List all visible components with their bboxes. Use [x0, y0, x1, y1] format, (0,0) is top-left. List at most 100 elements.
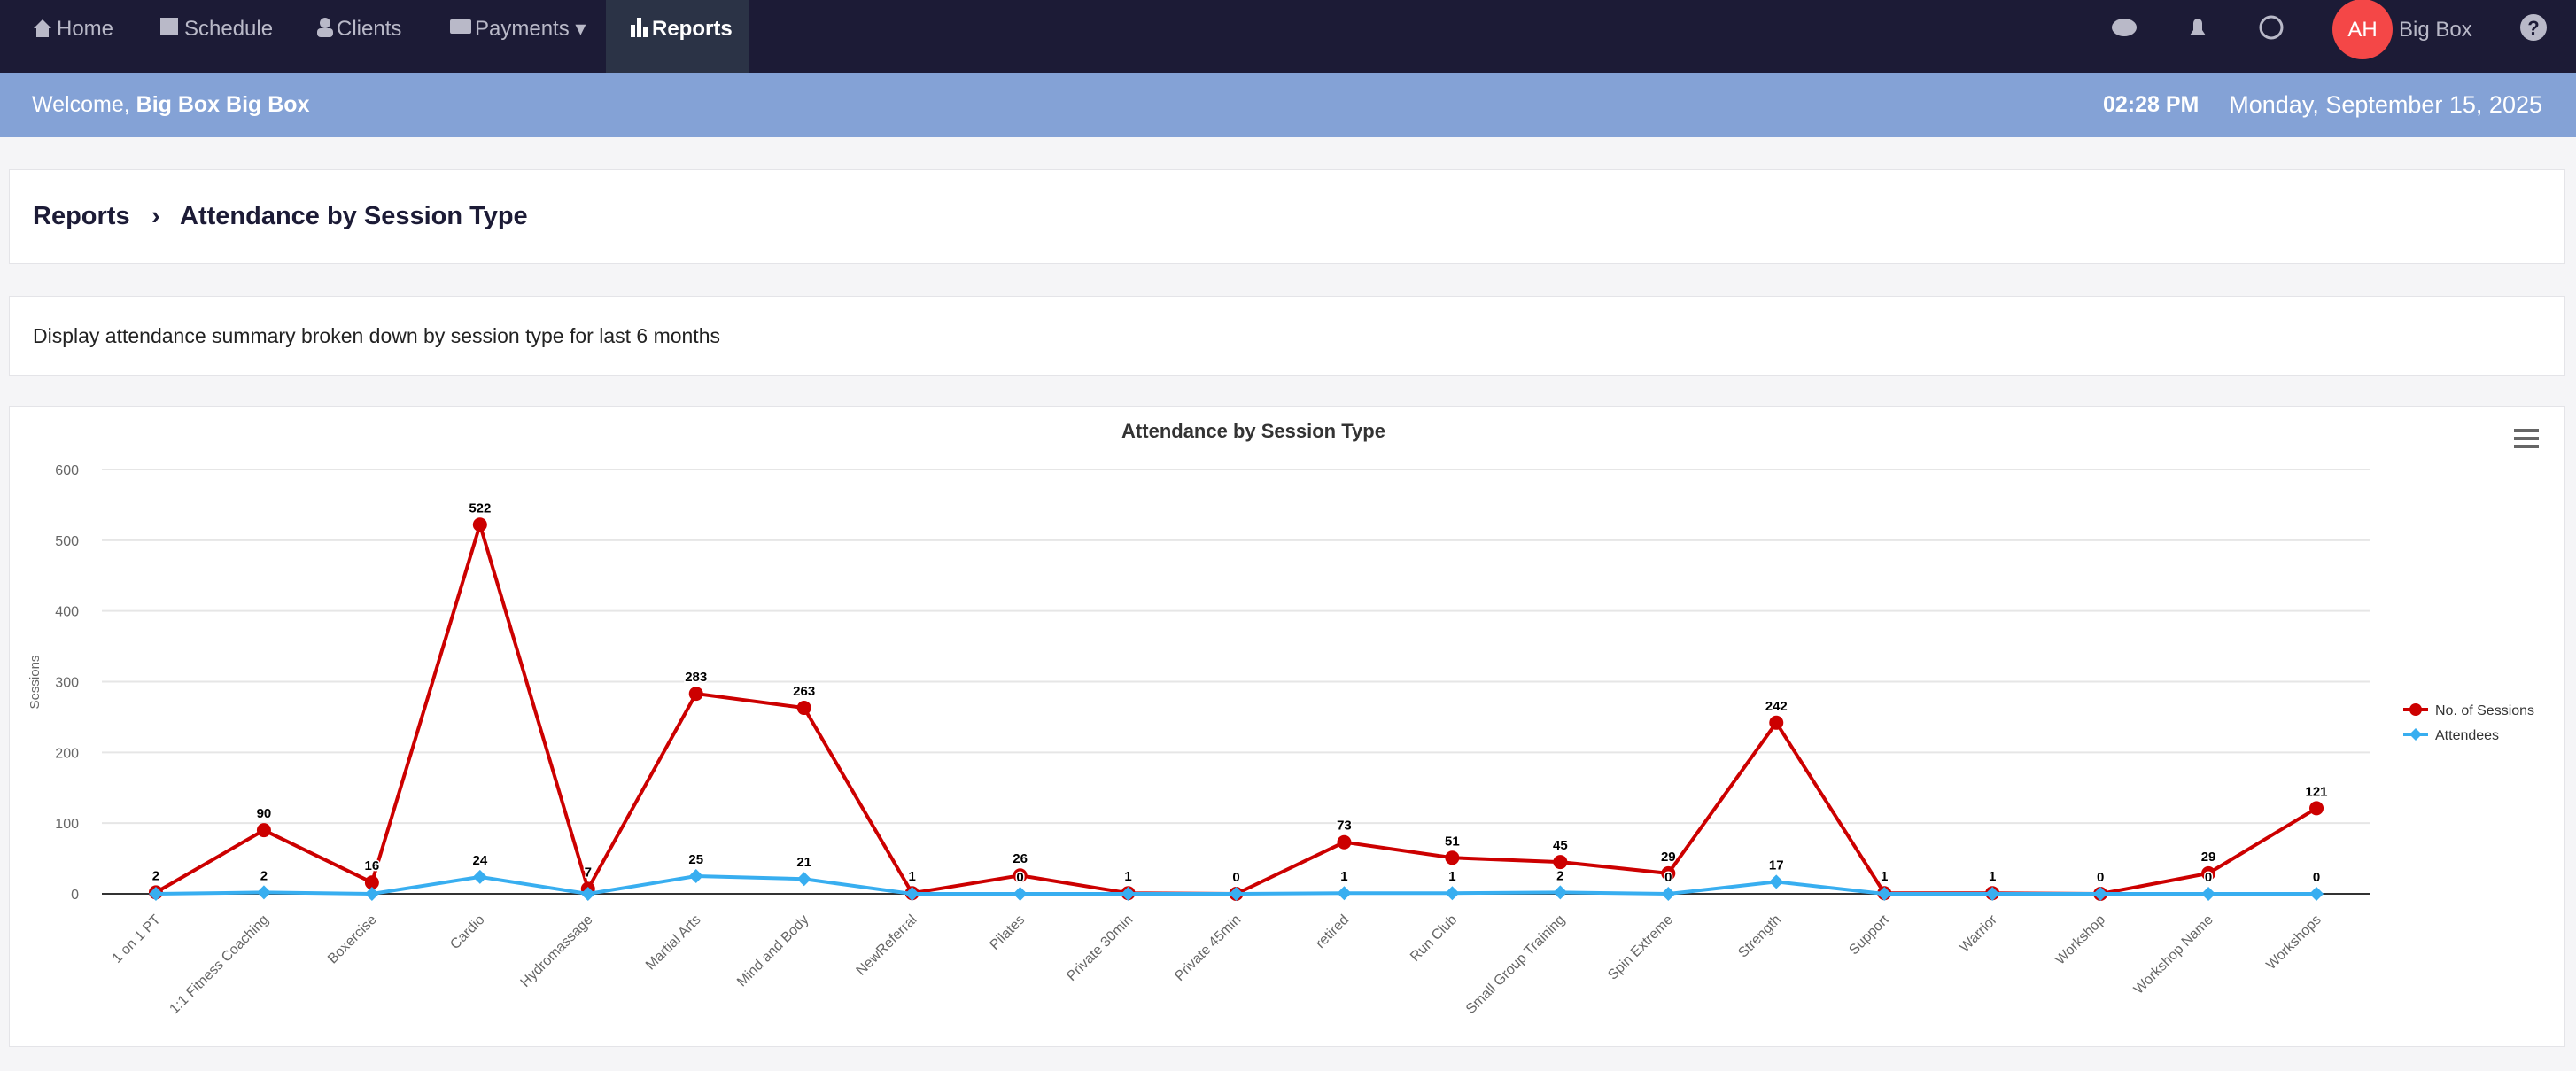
- bell-icon[interactable]: [2190, 19, 2206, 35]
- data-label: 29: [1661, 850, 1676, 865]
- nav-clients[interactable]: Clients: [315, 0, 401, 73]
- menu-icon[interactable]: [2514, 429, 2539, 448]
- x-tick-label: Private 30min: [1064, 912, 1136, 984]
- nav-label: Reports: [652, 17, 733, 41]
- nav-icons: AH Big Box ?: [34, 0, 2547, 59]
- chart-title: Attendance by Session Type: [1121, 420, 1385, 442]
- clock-time: 02:28 PM: [2103, 92, 2200, 117]
- point-marker: [1013, 887, 1028, 901]
- point-marker: [1229, 887, 1244, 901]
- nav-label: Payments: [475, 17, 570, 41]
- data-label: 2: [1556, 868, 1563, 883]
- menu-bar: [2514, 429, 2539, 432]
- help-icon[interactable]: [2520, 14, 2547, 41]
- point-marker: [1337, 834, 1352, 850]
- y-axis-title: Sessions: [27, 656, 43, 710]
- welcome-prefix: Welcome,: [32, 92, 130, 117]
- x-tick-label: Workshop Name: [2131, 912, 2216, 997]
- menu-bar: [2514, 445, 2539, 448]
- y-tick-label: 500: [55, 534, 79, 549]
- y-tick-label: 200: [55, 746, 79, 761]
- nav-label: Home: [57, 17, 114, 41]
- point-marker: [2309, 801, 2324, 816]
- data-label: 7: [585, 865, 592, 880]
- schedule-icon: [160, 18, 178, 35]
- data-label: 0: [1664, 870, 1672, 885]
- reports-icon: [637, 18, 641, 37]
- point-marker: [1769, 715, 1784, 730]
- description-card: Display attendance summary broken down b…: [9, 296, 2565, 376]
- point-marker: [1769, 874, 1784, 889]
- data-label: 1: [908, 869, 915, 884]
- x-tick-label: Workshop: [2052, 912, 2108, 968]
- data-label: 1: [1881, 869, 1888, 884]
- nav-home[interactable]: Home: [32, 0, 113, 73]
- chart-card: [9, 406, 2565, 1047]
- data-label: 16: [365, 858, 380, 873]
- data-label: 1: [1124, 869, 1131, 884]
- data-label: 0: [1016, 870, 1023, 885]
- nav-payments[interactable]: Payments ▾: [450, 0, 586, 73]
- x-tick-label: Support: [1846, 912, 1892, 958]
- clients-icon-body: [317, 28, 333, 37]
- point-marker: [796, 701, 811, 716]
- nav-schedule[interactable]: Schedule: [159, 0, 273, 73]
- data-label: 29: [2201, 850, 2216, 865]
- point-marker: [1013, 868, 1028, 883]
- data-label: 73: [1337, 819, 1352, 834]
- point-marker: [688, 687, 703, 702]
- x-tick-label: Cardio: [447, 912, 487, 952]
- point-marker: [2201, 865, 2216, 881]
- point-marker: [688, 869, 703, 884]
- x-tick-label: Pilates: [987, 912, 1028, 953]
- point-marker: [1445, 850, 1460, 865]
- data-label: 0: [1232, 870, 1239, 885]
- welcome-text: Welcome, Big Box Big Box: [32, 73, 309, 137]
- breadcrumb-sep: ›: [151, 202, 160, 230]
- chat-icon[interactable]: [2112, 19, 2137, 36]
- point-marker: [1985, 887, 2000, 901]
- data-label: 121: [2306, 784, 2328, 799]
- point-marker: [1661, 887, 1676, 901]
- user-name[interactable]: Big Box: [2399, 18, 2472, 42]
- menu-bar: [2514, 437, 2539, 440]
- data-label: 17: [1769, 858, 1784, 873]
- x-tick-label: NewReferral: [854, 912, 920, 979]
- clients-icon: [320, 18, 330, 28]
- point-marker: [1877, 887, 1892, 901]
- point-marker: [1553, 885, 1568, 900]
- legend-label[interactable]: No. of Sessions: [2435, 703, 2534, 718]
- x-tick-label: 1:1 Fitness Coaching: [167, 912, 271, 1017]
- point-marker: [364, 875, 379, 890]
- home-icon: [34, 19, 51, 37]
- data-label: 45: [1553, 838, 1568, 853]
- x-tick-label: Mind and Body: [734, 912, 811, 990]
- breadcrumb-root[interactable]: Reports: [33, 202, 130, 230]
- point-marker: [472, 517, 487, 532]
- data-label: 51: [1445, 834, 1460, 849]
- help-mark: ?: [2527, 17, 2539, 39]
- avatar[interactable]: [2332, 0, 2393, 59]
- y-tick-label: 300: [55, 676, 79, 691]
- x-tick-label: Small Group Training: [1463, 912, 1568, 1017]
- series-line: [154, 518, 2318, 896]
- x-tick-label: Strength: [1735, 912, 1784, 961]
- y-tick-label: 100: [55, 817, 79, 832]
- nav-reports[interactable]: Reports: [606, 0, 749, 73]
- data-label: 25: [688, 852, 703, 867]
- data-label: 21: [796, 855, 811, 870]
- clock-icon[interactable]: [2259, 15, 2284, 40]
- reports-icon: [643, 27, 648, 37]
- point-marker: [1553, 855, 1568, 870]
- point-marker: [1337, 886, 1352, 901]
- x-tick-label: Workshops: [2263, 912, 2324, 973]
- x-tick-label: Martial Arts: [643, 912, 704, 974]
- point-marker: [472, 869, 487, 884]
- data-label: 24: [472, 853, 487, 868]
- legend-label[interactable]: Attendees: [2435, 728, 2499, 743]
- data-label: 26: [1013, 851, 1028, 866]
- point-marker: [2201, 887, 2216, 901]
- payments-icon: [450, 19, 471, 34]
- x-tick-label: Warrior: [1957, 912, 2000, 955]
